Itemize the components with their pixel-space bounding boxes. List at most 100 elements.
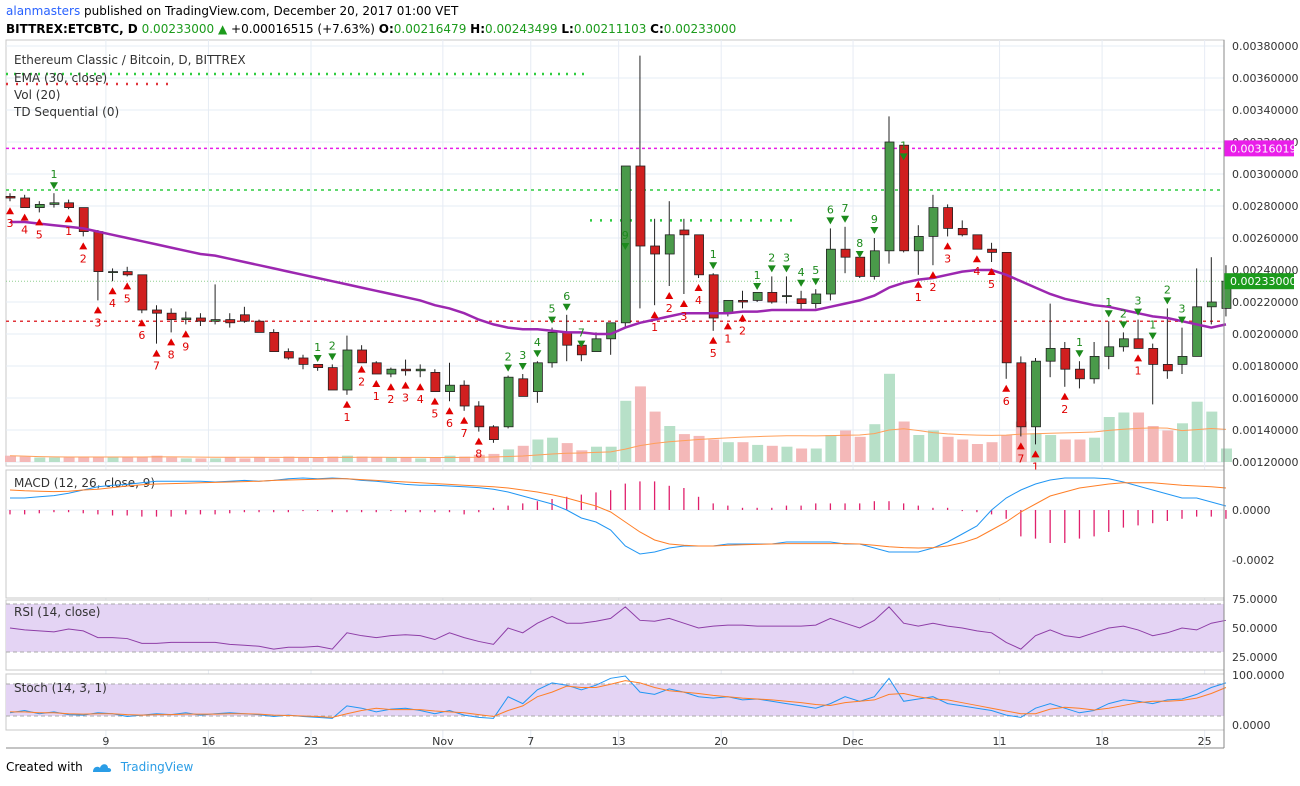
candle [1133, 338, 1144, 349]
candle [166, 312, 177, 321]
volume-bar [400, 457, 412, 462]
td-up-count: 1 [50, 168, 57, 181]
volume-bar [796, 448, 808, 462]
volume-bar [766, 445, 778, 462]
volume-bar [268, 458, 280, 462]
volume-bar [254, 457, 266, 462]
td-down-count: 1 [724, 332, 731, 345]
candle [811, 293, 822, 304]
time-tick-label: Dec [842, 735, 863, 748]
td-down-count: 2 [80, 252, 87, 265]
time-tick-label: 16 [201, 735, 215, 748]
volume-bar [1030, 433, 1042, 462]
td-down-count: 2 [739, 324, 746, 337]
candle [767, 291, 778, 303]
td-down-marker [167, 338, 176, 346]
candle [1192, 306, 1203, 357]
td-up-count: 4 [534, 336, 541, 349]
candle [1206, 301, 1217, 308]
time-tick-label: 7 [527, 735, 534, 748]
td-down-count: 8 [475, 448, 482, 461]
candle [591, 338, 602, 352]
candle [20, 197, 31, 209]
candle [503, 376, 514, 428]
td-down-marker [401, 381, 410, 389]
td-up-marker [1104, 310, 1113, 318]
td-down-count: 1 [65, 225, 72, 238]
candle [826, 248, 836, 295]
volume-bar [649, 411, 661, 462]
td-down-marker [372, 380, 381, 387]
td-down-count: 1 [651, 321, 658, 334]
td-up-count: 1 [1105, 296, 1112, 309]
td-down-count: 1 [373, 390, 380, 403]
rsi-line [9, 606, 1227, 650]
time-tick-label: Nov [432, 735, 454, 748]
volume-bar [840, 430, 852, 462]
td-down-marker [1134, 354, 1143, 362]
publish-line: alanmasters published on TradingView.com… [6, 4, 458, 18]
td-down-count: 3 [944, 252, 951, 265]
volume-bar [605, 446, 617, 462]
td-up-marker [518, 363, 527, 370]
time-tick-label: 23 [304, 735, 318, 748]
candle [547, 331, 558, 364]
volume-bar [620, 400, 632, 462]
td-up-marker [328, 353, 337, 361]
td-down-count: 6 [1003, 395, 1010, 408]
candle [840, 248, 851, 258]
candle [943, 207, 953, 229]
candle [694, 234, 704, 276]
td-up-count: 2 [1164, 283, 1171, 296]
td-up-marker [1148, 332, 1157, 340]
candle [664, 234, 675, 255]
td-down-count: 4 [695, 294, 702, 307]
price-tick-label: 0.00180000 [1232, 360, 1298, 373]
candle [1016, 362, 1027, 428]
volume-bar [1118, 412, 1130, 462]
tradingview-link[interactable]: TradingView [120, 760, 194, 774]
volume-bar [385, 457, 397, 462]
candle [152, 309, 162, 314]
author-link[interactable]: alanmasters [6, 4, 81, 18]
td-up-marker [49, 182, 58, 190]
up-arrow-icon: ▲ [217, 22, 228, 36]
time-tick-label: 9 [102, 735, 109, 748]
volume-bar [591, 446, 602, 462]
candle [869, 250, 880, 277]
candle [327, 367, 338, 391]
td-down-marker [64, 215, 73, 223]
td-down-count: 1 [915, 291, 922, 304]
volume-bar [473, 454, 485, 462]
volume-bar [78, 457, 90, 462]
td-down-marker [1031, 450, 1040, 458]
td-up-marker [533, 350, 542, 358]
td-down-count: 3 [94, 316, 101, 329]
td-up-count: 6 [563, 290, 570, 303]
candle [606, 322, 617, 340]
rsi-tick-label: 50.0000 [1232, 622, 1278, 635]
price-tick-label: 0.00380000 [1232, 40, 1298, 53]
volume-bar [1162, 430, 1174, 462]
td-down-count: 5 [988, 278, 995, 291]
td-down-count: 2 [387, 393, 394, 406]
candle [313, 363, 324, 368]
volume-bar [693, 435, 705, 462]
candle [459, 384, 470, 407]
td-down-marker [928, 271, 937, 279]
rsi-tick-label: 25.0000 [1232, 651, 1278, 664]
signal-line [9, 478, 1226, 549]
td-up-marker [1134, 308, 1143, 316]
candle [1162, 363, 1173, 372]
td-down-marker [723, 322, 732, 330]
td-down-marker [6, 207, 14, 215]
volume-bar [371, 457, 383, 462]
td-down-marker [93, 306, 102, 314]
candle [1031, 360, 1041, 428]
volume-bar [869, 424, 881, 462]
close-label: C: [650, 22, 664, 36]
volume-bar [1001, 435, 1013, 462]
price-tick-label: 0.00280000 [1232, 200, 1298, 213]
td-down-count: 4 [109, 297, 116, 310]
